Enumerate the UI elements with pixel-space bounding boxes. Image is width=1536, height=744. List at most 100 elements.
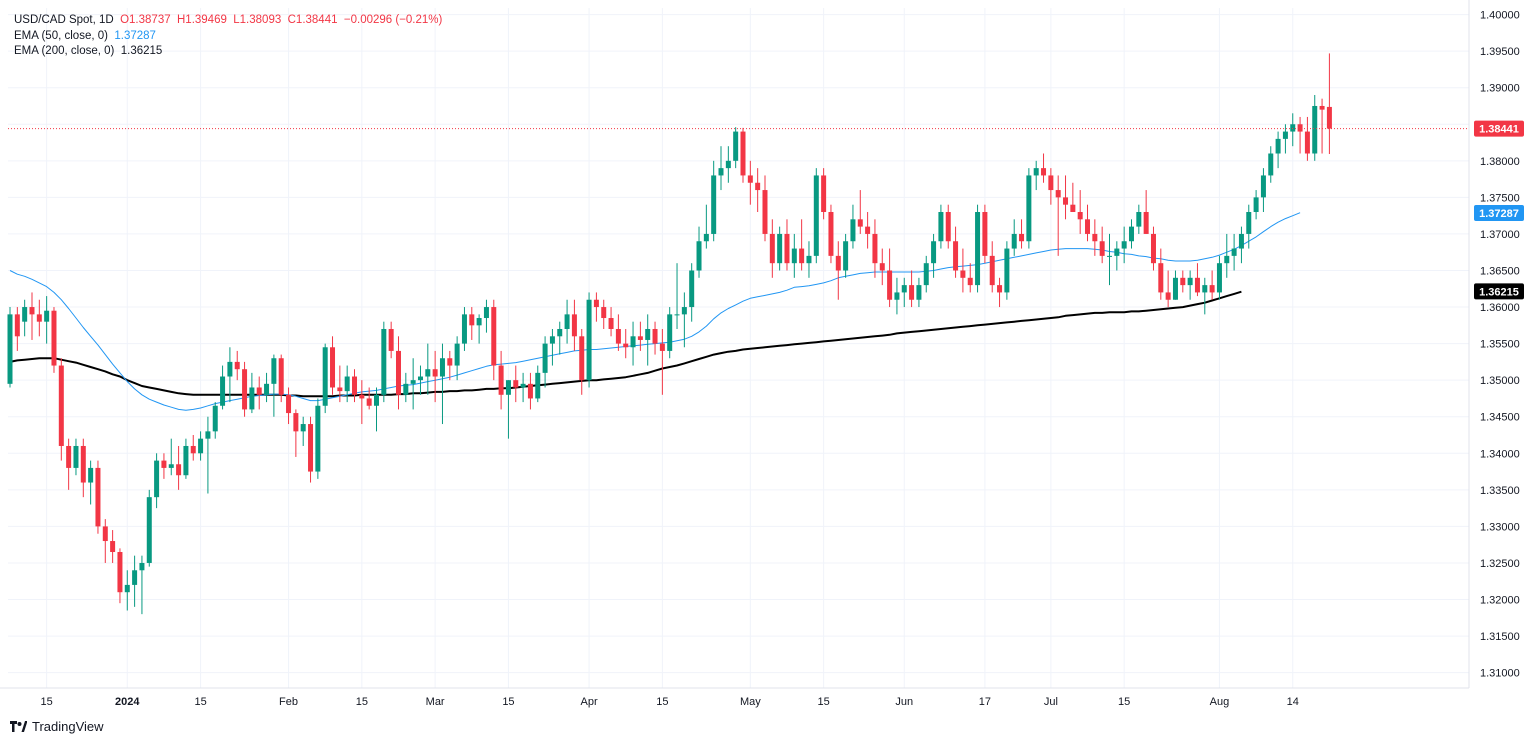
candle (989, 241, 995, 293)
candle-body (447, 358, 453, 366)
candle-body (740, 131, 746, 176)
candle (1275, 131, 1281, 169)
candle-body (7, 314, 13, 384)
candle (190, 435, 196, 461)
y-tick-label: 1.32500 (1480, 558, 1520, 570)
candle (747, 160, 753, 205)
candle (1158, 248, 1164, 300)
candle-body (242, 369, 248, 410)
candle (527, 372, 533, 410)
candle (887, 248, 893, 308)
candle (1312, 95, 1318, 161)
candle-body (1312, 105, 1318, 154)
candle (1136, 204, 1142, 234)
candle-body (1004, 248, 1010, 293)
candle-body (168, 464, 174, 468)
candle (916, 277, 922, 308)
candle-body (1224, 255, 1230, 264)
candle-body (777, 233, 783, 264)
candle (410, 358, 416, 410)
grid-lines (8, 8, 1469, 688)
candle-body (330, 347, 336, 388)
x-tick-label: Aug (1210, 696, 1230, 708)
candle-body (659, 343, 665, 351)
candle (242, 361, 248, 417)
y-tick-label: 1.39000 (1480, 83, 1520, 95)
candle-body (865, 226, 871, 234)
candle-body (1187, 277, 1193, 286)
candle (703, 204, 709, 249)
candle (1238, 226, 1244, 264)
candle (102, 519, 108, 563)
candles-layer (7, 53, 1332, 615)
candle-body (381, 328, 387, 395)
candle-body (542, 343, 548, 373)
candle-body (1231, 248, 1237, 256)
candle-body (938, 212, 944, 242)
legend-ema50-row[interactable]: EMA (50, close, 0) 1.37287 (14, 29, 442, 45)
candle-body (395, 350, 401, 395)
tradingview-watermark[interactable]: TradingView (10, 719, 104, 734)
candle (352, 369, 358, 403)
candle-body (1202, 285, 1208, 293)
candle-body (14, 314, 20, 337)
candle (1304, 116, 1310, 161)
candle (454, 336, 460, 381)
candle (1253, 190, 1259, 220)
candle (205, 416, 211, 494)
ema200-layer (9, 290, 1242, 398)
candle (1048, 168, 1054, 205)
candle-body (549, 336, 555, 344)
candle-body (931, 241, 937, 264)
ema200-value: 1.36215 (120, 45, 163, 57)
y-tick-label: 1.39500 (1480, 46, 1520, 58)
candle-body (718, 168, 724, 176)
y-tick-label: 1.37500 (1480, 192, 1520, 204)
legend-ema200-row[interactable]: EMA (200, close, 0) 1.36215 (14, 44, 442, 60)
candle (1194, 263, 1200, 297)
candle (1268, 146, 1274, 183)
candle (330, 336, 336, 395)
candle-body (117, 552, 123, 593)
candle (469, 307, 475, 340)
candle (791, 233, 797, 278)
candle (36, 299, 42, 337)
x-tick-label: Jul (1044, 696, 1058, 708)
candle (923, 255, 929, 293)
candle-body (1304, 131, 1310, 154)
candle (615, 314, 621, 351)
candle-body (835, 255, 841, 271)
candle-body (220, 376, 226, 406)
candle-body (73, 445, 79, 468)
candle (1297, 116, 1303, 154)
candle-body (66, 445, 72, 468)
candle (117, 548, 123, 604)
candle-body (821, 175, 827, 212)
candle-body (1092, 233, 1098, 242)
candle (571, 299, 577, 351)
candle (139, 555, 145, 615)
candle-body (95, 467, 101, 527)
candle (799, 219, 805, 271)
candle (1128, 219, 1134, 249)
candle (110, 530, 116, 563)
axes (0, 0, 1470, 689)
x-tick-label: Jun (895, 696, 913, 708)
candle-body (1297, 124, 1303, 132)
x-tick-label: 14 (1287, 696, 1299, 708)
candle-body (22, 307, 28, 322)
candle (1041, 153, 1047, 183)
candle-body (1194, 277, 1200, 293)
tradingview-logo-icon (10, 721, 27, 732)
candle (821, 168, 827, 220)
candle (44, 296, 50, 344)
candle-body (945, 212, 951, 242)
candle-body (1282, 131, 1288, 139)
candle-body (1114, 248, 1120, 256)
candle-body (271, 358, 277, 384)
candle (403, 372, 409, 403)
ema50-price-label-text: 1.37287 (1479, 208, 1519, 220)
candle-body (564, 314, 570, 329)
candle (1055, 175, 1061, 256)
